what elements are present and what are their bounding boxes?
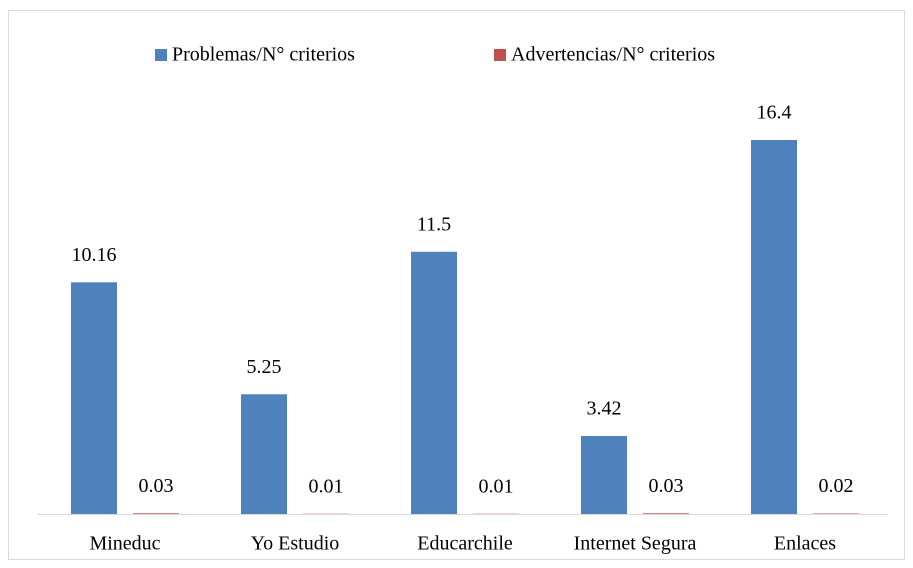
x-tick-label: Yo Estudio xyxy=(251,533,340,555)
value-label: 0.03 xyxy=(649,475,684,497)
value-label: 10.16 xyxy=(72,244,117,266)
value-label: 0.03 xyxy=(139,475,174,497)
x-tick-label: Mineduc xyxy=(89,533,160,555)
legend-swatch xyxy=(155,49,167,61)
bar xyxy=(643,513,689,514)
value-label: 11.5 xyxy=(417,213,451,235)
bar xyxy=(411,251,457,514)
value-label: 16.4 xyxy=(757,102,792,124)
bar xyxy=(71,282,117,514)
value-label: 0.01 xyxy=(309,475,344,497)
bar xyxy=(241,394,287,514)
bar xyxy=(581,436,627,514)
bar xyxy=(133,513,179,514)
x-tick-label: Educarchile xyxy=(417,533,513,555)
value-label: 0.02 xyxy=(819,475,854,497)
x-tick-label: Enlaces xyxy=(774,533,836,555)
legend-swatch xyxy=(494,49,506,61)
legend-label: Advertencias/N° criterios xyxy=(511,44,715,66)
bar xyxy=(751,140,797,514)
x-tick-label: Internet Segura xyxy=(574,533,697,555)
value-label: 5.25 xyxy=(247,356,282,378)
value-label: 0.01 xyxy=(479,475,514,497)
legend-label: Problemas/N° criterios xyxy=(172,44,355,66)
value-label: 3.42 xyxy=(587,398,622,420)
